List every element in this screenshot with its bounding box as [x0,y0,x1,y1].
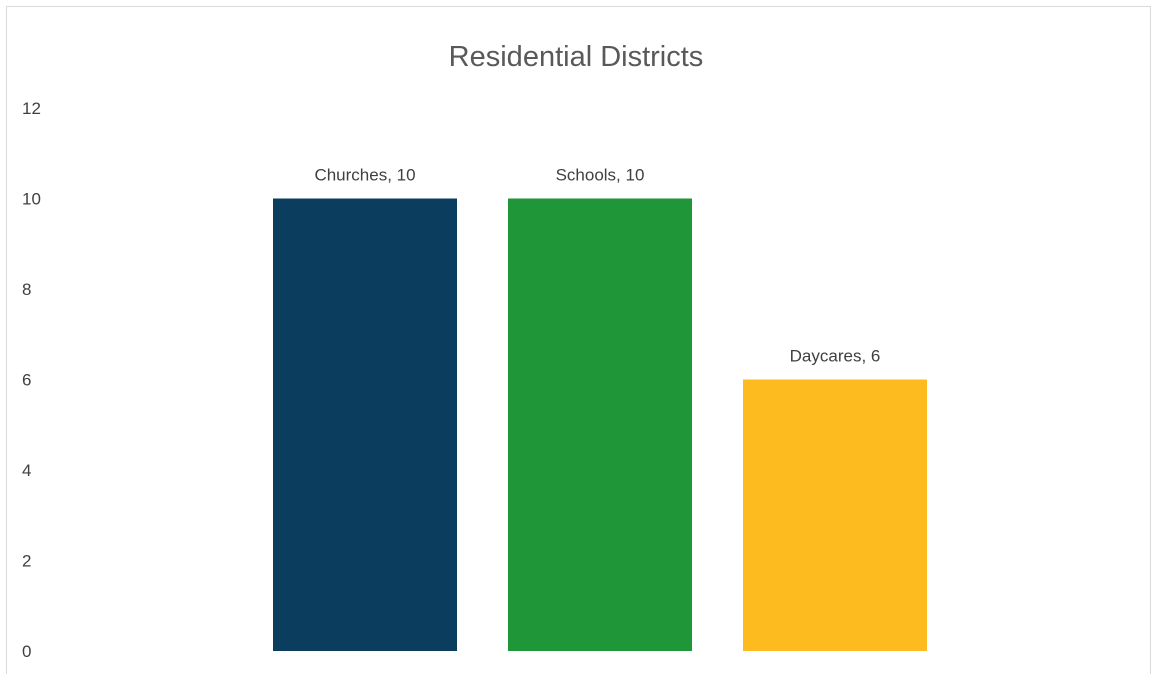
bar-series [273,198,927,651]
data-label-schools: Schools, 10 [556,166,645,185]
y-tick-label: 10 [22,190,41,209]
y-tick-label: 4 [22,461,31,480]
data-labels: Churches, 10 Schools, 10 Daycares, 6 [314,166,880,366]
y-tick-label: 12 [22,99,41,118]
data-label-churches: Churches, 10 [314,166,415,185]
y-tick-label: 6 [22,371,31,390]
chart-frame [6,6,1151,674]
y-tick-label: 2 [22,552,31,571]
bar-schools [508,198,692,651]
y-axis-ticks: 0 2 4 6 8 10 12 [22,99,41,661]
y-tick-label: 0 [22,642,31,661]
chart-title: Residential Districts [449,41,704,73]
bar-churches [273,198,457,651]
data-label-daycares: Daycares, 6 [790,347,881,366]
y-tick-label: 8 [22,280,31,299]
bar-daycares [743,379,927,651]
